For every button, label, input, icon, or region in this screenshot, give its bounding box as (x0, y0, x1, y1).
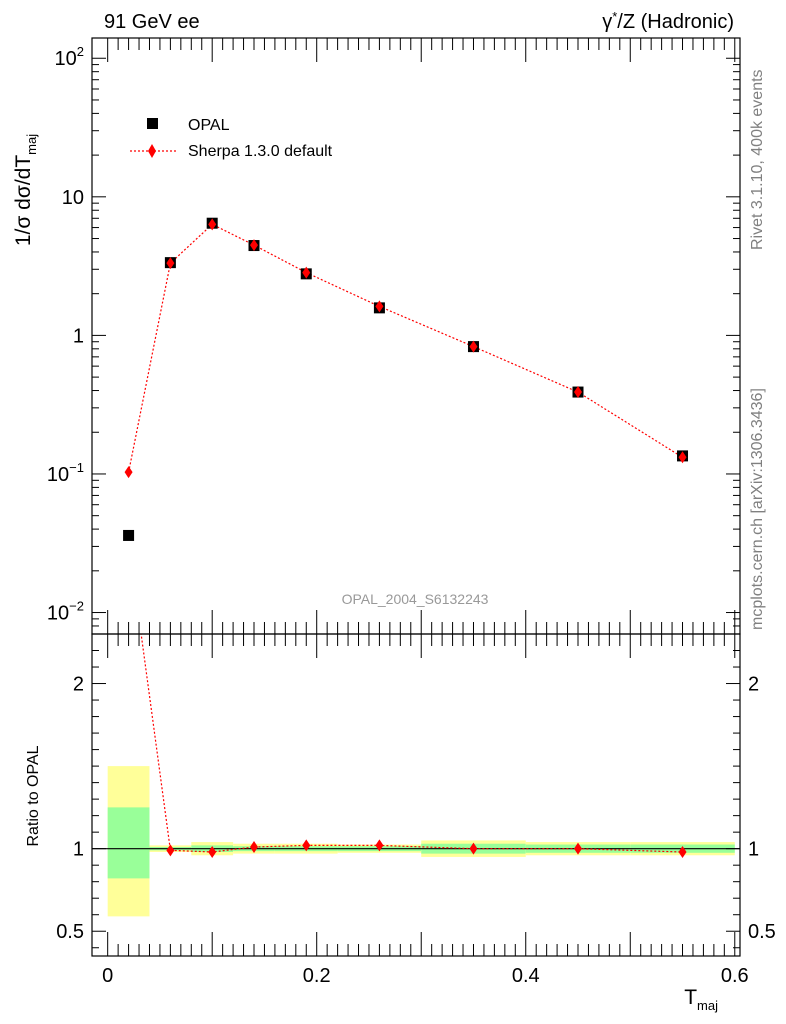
ratio-xlabel: Tmaj (684, 986, 718, 1013)
ratio-x-tick-label: 0.4 (512, 965, 540, 987)
sherpa-line (128, 223, 683, 473)
main-y-tick-base: 1 (73, 325, 84, 347)
ratio-sherpa-point (208, 845, 217, 858)
sherpa-point (302, 266, 311, 279)
legend-sherpa-label: Sherpa 1.3.0 default (188, 143, 333, 160)
main-y-tick-label: 102 (55, 44, 84, 70)
ratio-y-tick-label: 2 (73, 674, 84, 696)
ratio-x-tick-label: 0.2 (303, 965, 331, 987)
main-y-ticks (92, 57, 740, 635)
sherpa-point (678, 451, 687, 464)
main-y-tick-exp: 2 (77, 44, 84, 59)
ratio-plot-area: 0.5 0.5 1 1 2 2 0 0.2 0.4 0.6 (56, 634, 776, 987)
ratio-y-tick-label: 1 (73, 839, 84, 861)
ratio-points (166, 839, 687, 858)
header-left: 91 GeV ee (104, 11, 200, 33)
analysis-id-label: OPAL_2004_S6132243 (342, 591, 489, 607)
main-y-tick-base: 10 (62, 187, 84, 209)
rivet-label: Rivet 3.1.10, 400k events (749, 69, 766, 250)
ratio-y-tick-label-right: 0.5 (748, 921, 776, 943)
sherpa-point (250, 239, 258, 252)
sherpa-point (375, 300, 384, 313)
ratio-frame (91, 633, 741, 957)
legend: OPAL Sherpa 1.3.0 default (130, 117, 333, 160)
ratio-sherpa-point (469, 842, 478, 855)
ratio-sherpa-point (574, 842, 582, 855)
ratio-sherpa-point (250, 841, 258, 854)
main-y-tick-label: 10 (62, 187, 84, 209)
main-y-tick-base: 10 (47, 464, 69, 486)
ratio-sherpa-point (375, 839, 384, 852)
ratio-sherpa-point (302, 839, 311, 852)
header-right: γ*/Z (Hadronic) (602, 9, 734, 33)
header-rest: /Z (Hadronic) (617, 11, 734, 33)
ratio-x-tick-label: 0.6 (721, 965, 749, 987)
header-gamma: γ (602, 11, 612, 33)
ratio-y-tick-label-right: 1 (748, 839, 759, 861)
main-y-tick-exp: −1 (69, 460, 84, 475)
ratio-sherpa-point (678, 845, 687, 858)
ratio-inner-band (107, 807, 150, 879)
main-y-tick-label: 1 (73, 325, 84, 347)
ratio-y-tick-label: 0.5 (56, 921, 84, 943)
main-ylabel: 1/σ dσ/dTmaj (12, 134, 39, 246)
ratio-y-tick-label-right: 2 (748, 674, 759, 696)
opal-point (123, 529, 135, 541)
main-y-tick-exp: −2 (69, 599, 84, 614)
sherpa-point (166, 257, 175, 270)
ratio-bands (107, 766, 735, 917)
legend-opal-marker (147, 118, 158, 129)
sherpa-point (208, 218, 217, 231)
legend-sherpa-marker (148, 144, 156, 158)
main-y-tick-base: 10 (47, 603, 69, 625)
mcplots-label: mcplots.cern.ch [arXiv:1306.3436] (749, 388, 766, 630)
sherpa-point (469, 340, 478, 353)
sherpa-point (124, 466, 133, 479)
sherpa-point (574, 386, 582, 399)
ratio-panel: 0.5 0.5 1 1 2 2 0 0.2 0.4 0.6 Ratio to OPAL Tmaj (25, 633, 776, 1013)
main-y-tick-base: 10 (55, 48, 77, 70)
ratio-ylabel: Ratio to OPAL (25, 745, 42, 846)
main-y-tick-label: 10−2 (47, 599, 84, 625)
ratio-sherpa-point (166, 844, 175, 857)
main-y-tick-label: 10−1 (47, 460, 84, 486)
ratio-x-tick-label: 0 (102, 965, 113, 987)
ratio-sherpa-line (140, 634, 683, 853)
legend-opal-label: OPAL (188, 117, 230, 134)
header-star: * (612, 9, 617, 24)
